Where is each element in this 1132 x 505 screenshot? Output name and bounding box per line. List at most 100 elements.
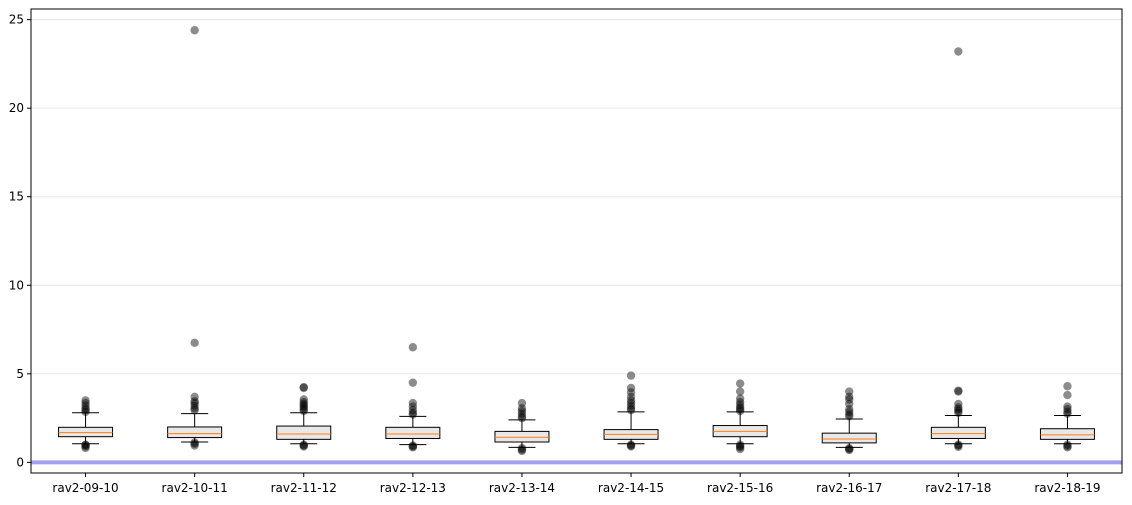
outlier-point: [190, 438, 199, 447]
outlier-point: [408, 402, 418, 411]
box: [385, 426, 441, 439]
outlier-point: [81, 443, 90, 453]
outlier-point: [626, 388, 636, 397]
x-tick-label: rav2-18-19: [1034, 481, 1100, 495]
outlier-point: [517, 406, 527, 416]
outlier-point: [517, 409, 527, 418]
outlier-point: [626, 396, 636, 405]
outlier-point: [517, 413, 527, 423]
outlier-point: [735, 440, 745, 449]
box: [1039, 428, 1095, 440]
x-tick-label: rav2-16-17: [816, 481, 882, 495]
box: [167, 426, 223, 439]
outlier-point: [954, 387, 963, 396]
boxes: [58, 26, 1095, 456]
outlier-point: [626, 441, 636, 450]
outlier-point: [1063, 443, 1072, 452]
box-group: [821, 387, 877, 455]
outlier-point: [408, 398, 418, 408]
outlier-point: [626, 401, 636, 410]
y-tick-label: 10: [9, 278, 24, 292]
outlier-point: [299, 395, 308, 404]
outlier-point: [190, 338, 199, 348]
box-group: [58, 396, 114, 453]
x-tick-label: rav2-09-10: [52, 481, 118, 495]
outlier-point: [845, 405, 854, 414]
outlier-point: [954, 405, 963, 414]
y-tick-label: 0: [16, 455, 24, 469]
outlier-point: [81, 440, 90, 449]
outlier-point: [735, 394, 745, 403]
outlier-point: [299, 382, 308, 392]
outlier-point: [81, 404, 90, 413]
outlier-point: [626, 405, 636, 415]
outlier-point: [190, 401, 199, 410]
x-tick-label: rav2-13-14: [489, 481, 555, 495]
outlier-point: [81, 405, 90, 415]
outlier-point: [299, 399, 308, 409]
outlier-point: [408, 408, 418, 417]
outlier-point: [299, 406, 308, 416]
outlier-point: [954, 399, 963, 409]
outlier-point: [845, 410, 854, 419]
outlier-point: [845, 399, 854, 409]
y-axis: 0 5 10 15 20 25: [9, 13, 31, 469]
outlier-point: [517, 446, 527, 456]
outlier-point: [1063, 405, 1072, 414]
outlier-point: [954, 441, 963, 450]
box-group: [385, 343, 441, 452]
outlier-point: [735, 387, 745, 396]
outlier-point: [954, 442, 963, 451]
y-tick-label: 5: [16, 367, 24, 381]
box-group: [276, 382, 332, 451]
outlier-point: [190, 26, 199, 35]
box-group: [712, 379, 768, 454]
plot-frame: [30, 8, 1123, 474]
x-tick-label: rav2-15-16: [707, 481, 773, 495]
box-group: [603, 371, 659, 451]
box: [276, 425, 332, 440]
y-tick-label: 25: [9, 13, 24, 27]
box: [821, 432, 877, 444]
outlier-point: [408, 378, 418, 387]
outlier-point: [190, 397, 199, 406]
outlier-point: [299, 403, 308, 412]
x-tick-label: rav2-11-12: [271, 481, 337, 495]
outlier-point: [299, 401, 308, 410]
outlier-point: [735, 443, 745, 452]
outlier-point: [735, 444, 745, 454]
box-group: [494, 398, 550, 456]
outlier-point: [954, 403, 963, 412]
outlier-point: [517, 444, 527, 453]
outlier-point: [299, 441, 308, 450]
box: [58, 426, 114, 438]
outlier-point: [1063, 409, 1072, 418]
outlier-point: [626, 371, 636, 380]
outlier-point: [845, 412, 854, 421]
outlier-point: [81, 396, 90, 405]
outlier-point: [81, 407, 90, 417]
outlier-point: [954, 408, 963, 417]
outlier-point: [626, 440, 636, 449]
x-tick-label: rav2-14-15: [598, 481, 664, 495]
outlier-point: [845, 407, 854, 417]
outlier-point: [735, 400, 745, 410]
outlier-point: [735, 405, 745, 414]
outlier-point: [408, 405, 418, 415]
outlier-point: [517, 445, 527, 454]
x-axis: rav2-09-10 rav2-10-11 rav2-11-12 rav2-12-13…: [52, 473, 1101, 495]
outlier-point: [408, 343, 418, 352]
outlier-point: [735, 441, 745, 451]
outlier-point: [190, 405, 199, 415]
outlier-point: [845, 444, 854, 454]
outlier-point: [845, 392, 854, 402]
outlier-point: [408, 441, 418, 450]
outlier-point: [408, 443, 418, 452]
outlier-point: [954, 47, 963, 56]
outlier-point: [299, 383, 308, 393]
outlier-point: [1063, 407, 1072, 417]
outlier-point: [299, 440, 308, 449]
box-group: [167, 26, 223, 450]
outlier-point: [299, 397, 308, 407]
outlier-point: [81, 398, 90, 408]
